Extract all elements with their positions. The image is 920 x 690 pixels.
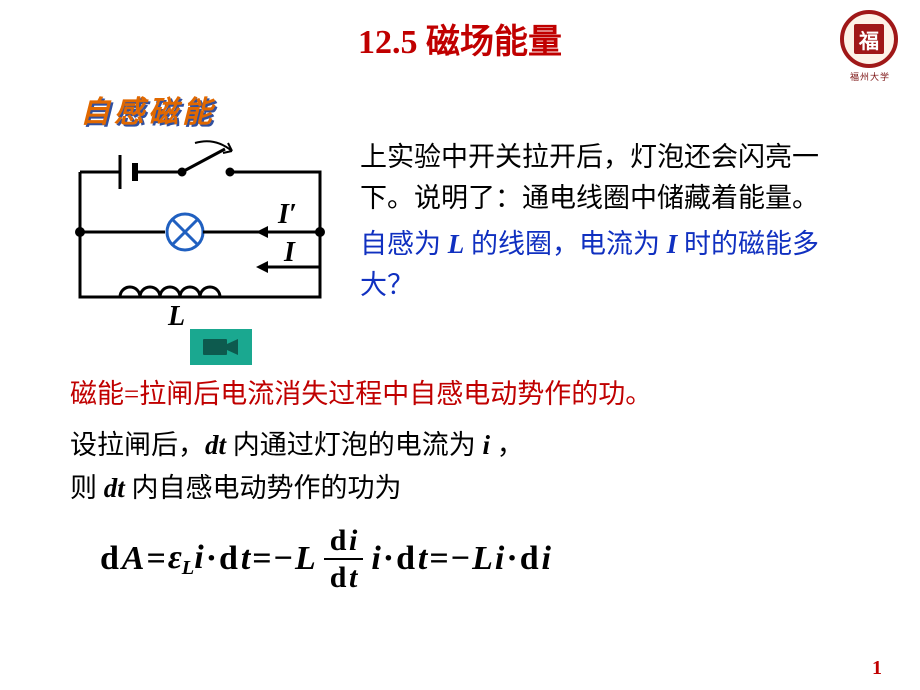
section-subtitle: 自感磁能 bbox=[80, 87, 920, 131]
paragraph-question: 自感为 L 的线圈，电流为 I 时的磁能多大？ bbox=[360, 224, 870, 305]
subtitle-text: 自感磁能 bbox=[80, 96, 216, 129]
logo-subtext: 福州大学 bbox=[840, 70, 900, 83]
circuit-diagram: I′ I L bbox=[0, 137, 360, 365]
label-I-prime: I′ bbox=[277, 199, 297, 230]
university-logo: 福 福州大学 bbox=[840, 10, 900, 80]
slide-title: 12.5 磁场能量 bbox=[0, 0, 920, 63]
label-I: I bbox=[283, 237, 296, 268]
logo-char: 福 bbox=[854, 24, 884, 54]
paragraph-setup: 设拉闸后，dt 内通过灯泡的电流为 i ， 则 dt 内自感电动势作的功为 bbox=[70, 424, 850, 510]
video-icon bbox=[190, 329, 252, 365]
page-number: 1 bbox=[872, 657, 882, 680]
paragraph-experiment: 上实验中开关拉开后，灯泡还会闪亮一下。说明了：通电线圈中储藏着能量。 bbox=[360, 137, 870, 218]
equation-work: d A = εLi · d t = − L d i d t i · d t = … bbox=[100, 525, 920, 594]
paragraph-definition: 磁能=拉闸后电流消失过程中自感电动势作的功。 bbox=[70, 373, 850, 416]
label-L: L bbox=[167, 301, 185, 327]
